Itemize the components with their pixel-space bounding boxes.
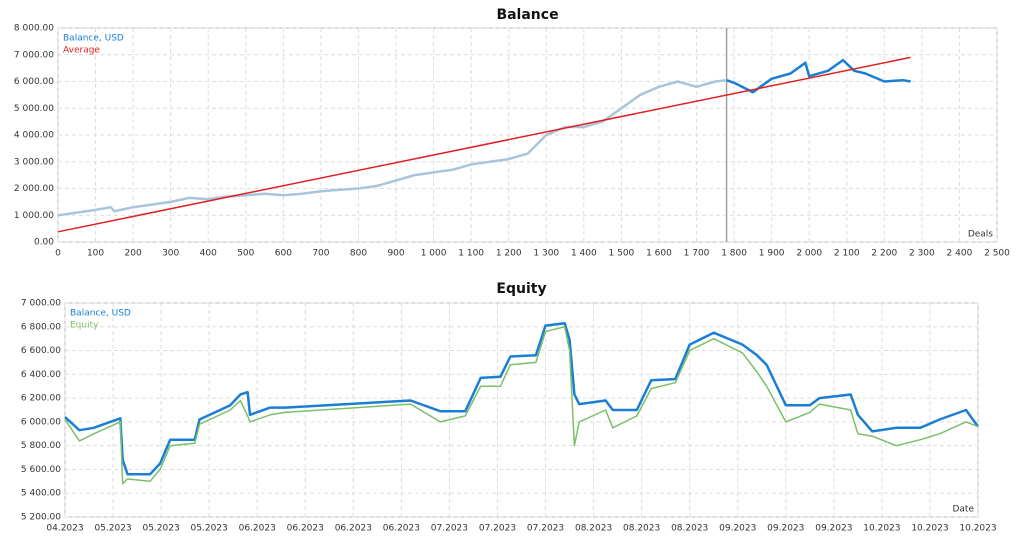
x-tick-label: 1 600 bbox=[646, 249, 672, 259]
legend-entry: Balance, USD bbox=[63, 34, 124, 44]
x-tick-label: 05.2023 bbox=[191, 524, 228, 534]
x-tick-label: 05.2023 bbox=[94, 524, 131, 534]
x-tick-label: 1 400 bbox=[571, 249, 597, 259]
x-tick-label: 10.2023 bbox=[863, 524, 900, 534]
x-tick-label: 1 100 bbox=[458, 249, 484, 259]
x-tick-label: 06.2023 bbox=[383, 524, 420, 534]
x-tick-label: 2 100 bbox=[834, 249, 860, 259]
x-tick-label: 200 bbox=[125, 249, 142, 259]
x-tick-label: 2 500 bbox=[984, 249, 1010, 259]
series-line bbox=[57, 56, 911, 233]
x-tick-label: 400 bbox=[200, 249, 217, 259]
x-tick-label: 06.2023 bbox=[239, 524, 276, 534]
x-tick-label: 07.2023 bbox=[479, 524, 516, 534]
series-line bbox=[64, 326, 979, 485]
x-tick-label: 2 300 bbox=[909, 249, 935, 259]
x-tick-label: 09.2023 bbox=[815, 524, 852, 534]
x-tick-label: 09.2023 bbox=[719, 524, 756, 534]
y-tick-label: 6 000.00 bbox=[14, 77, 54, 87]
x-tick-label: 08.2023 bbox=[575, 524, 612, 534]
x-tick-label: 06.2023 bbox=[335, 524, 372, 534]
y-tick-label: 6 200.00 bbox=[21, 394, 61, 404]
plot-area bbox=[64, 302, 979, 518]
x-tick-label: 07.2023 bbox=[431, 524, 468, 534]
y-tick-label: 6 800.00 bbox=[21, 322, 61, 332]
y-tick-label: 6 000.00 bbox=[21, 417, 61, 427]
x-axis-label: Deals bbox=[968, 230, 993, 240]
x-tick-label: 300 bbox=[162, 249, 179, 259]
x-tick-label: 04.2023 bbox=[46, 524, 83, 534]
x-tick-label: 10.2023 bbox=[911, 524, 948, 534]
y-tick-label: 4 000.00 bbox=[14, 131, 54, 141]
y-tick-label: 5 000.00 bbox=[14, 104, 54, 114]
x-tick-label: 100 bbox=[87, 249, 104, 259]
x-tick-label: 1 700 bbox=[684, 249, 710, 259]
y-tick-label: 1 000.00 bbox=[14, 211, 54, 221]
x-axis-label: Date bbox=[952, 505, 974, 515]
x-tick-label: 800 bbox=[350, 249, 367, 259]
x-tick-label: 2 000 bbox=[796, 249, 822, 259]
chart-title: Balance bbox=[496, 7, 558, 23]
y-tick-label: 2 000.00 bbox=[14, 184, 54, 194]
x-tick-label: 600 bbox=[275, 249, 292, 259]
x-tick-label: 2 400 bbox=[947, 249, 973, 259]
x-tick-label: 09.2023 bbox=[767, 524, 804, 534]
legend-entry: Balance, USD bbox=[70, 309, 131, 319]
y-tick-label: 5 200.00 bbox=[21, 513, 61, 523]
x-tick-label: 1 500 bbox=[609, 249, 635, 259]
series-line bbox=[64, 321, 980, 476]
x-tick-label: 08.2023 bbox=[623, 524, 660, 534]
x-tick-label: 2 200 bbox=[871, 249, 897, 259]
x-tick-label: 900 bbox=[387, 249, 404, 259]
x-tick-label: 05.2023 bbox=[142, 524, 179, 534]
y-tick-label: 5 600.00 bbox=[21, 465, 61, 475]
y-tick-label: 7 000.00 bbox=[21, 299, 61, 309]
y-tick-label: 5 800.00 bbox=[21, 441, 61, 451]
x-tick-label: 06.2023 bbox=[287, 524, 324, 534]
series-line bbox=[57, 78, 727, 217]
chart-title: Equity bbox=[496, 281, 546, 297]
series-line bbox=[726, 58, 911, 94]
y-tick-label: 6 400.00 bbox=[21, 370, 61, 380]
y-tick-label: 6 600.00 bbox=[21, 346, 61, 356]
x-tick-label: 1 800 bbox=[721, 249, 747, 259]
y-tick-label: 5 400.00 bbox=[21, 489, 61, 499]
x-tick-label: 08.2023 bbox=[671, 524, 708, 534]
x-tick-label: 1 300 bbox=[533, 249, 559, 259]
y-tick-label: 8 000.00 bbox=[14, 24, 54, 34]
x-tick-label: 1 000 bbox=[421, 249, 447, 259]
x-tick-label: 700 bbox=[312, 249, 329, 259]
x-tick-label: 500 bbox=[237, 249, 254, 259]
x-tick-label: 10.2023 bbox=[959, 524, 996, 534]
x-tick-label: 1 900 bbox=[759, 249, 785, 259]
y-tick-label: 3 000.00 bbox=[14, 157, 54, 167]
legend-entry: Average bbox=[63, 46, 100, 56]
x-tick-label: 0 bbox=[55, 249, 61, 259]
legend-entry: Equity bbox=[70, 321, 99, 331]
y-tick-label: 7 000.00 bbox=[14, 50, 54, 60]
y-tick-label: 0.00 bbox=[34, 238, 54, 248]
x-tick-label: 1 200 bbox=[496, 249, 522, 259]
x-tick-label: 07.2023 bbox=[527, 524, 564, 534]
